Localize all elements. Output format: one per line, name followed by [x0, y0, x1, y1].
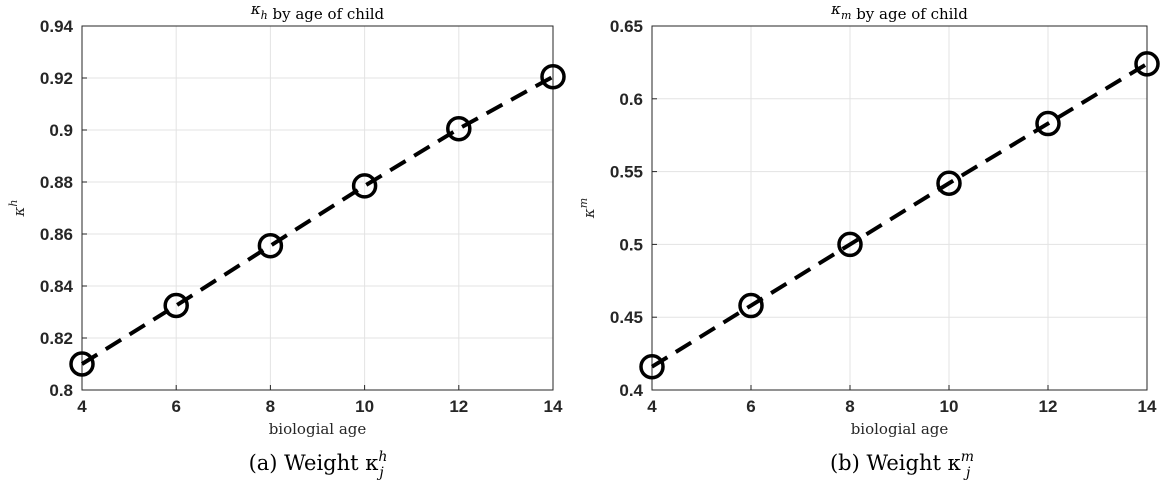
y-axis-label: κm — [577, 198, 598, 219]
x-tick-label: 6 — [746, 397, 755, 416]
chart-panel-a: 4 6 8 10 12 14 0.8 0.82 0.84 0.86 0.88 0.9 0.92 0.94 κ… — [7, 0, 566, 481]
data-point-marker — [446, 115, 472, 142]
data-point-marker — [1134, 51, 1160, 77]
chart-panel-b: 4 6 8 10 12 14 0.4 0.45 0.5 0.55 0.6 0.65 κm by age … — [577, 0, 1160, 481]
y-tick-label: 0.65 — [610, 17, 643, 36]
y-tick-label: 0.9 — [49, 121, 73, 140]
x-tick-label: 14 — [544, 397, 563, 416]
chart-title: κh by age of child — [250, 0, 385, 23]
y-tick-label: 0.82 — [40, 329, 73, 348]
y-tick-label: 0.88 — [40, 173, 73, 192]
y-tick-label: 0.86 — [40, 225, 73, 244]
x-tick-label: 8 — [266, 397, 275, 416]
x-tick-label: 10 — [940, 397, 959, 416]
y-tick-label: 0.94 — [40, 17, 74, 36]
chart-title: κm by age of child — [830, 0, 968, 23]
plot-frame — [651, 25, 1148, 391]
data-point-marker — [837, 231, 863, 258]
data-point-marker — [257, 232, 284, 259]
y-tick-label: 0.4 — [619, 381, 643, 400]
figure-caption: (a) Weight κh j — [249, 449, 388, 481]
y-tick-label: 0.45 — [610, 308, 643, 327]
x-tick-label: 6 — [171, 397, 180, 416]
data-point-marker — [639, 353, 665, 380]
series-line — [80, 74, 554, 366]
x-tick-label: 10 — [355, 397, 374, 416]
y-axis-label: κh — [7, 200, 28, 218]
data-point-marker — [69, 351, 95, 377]
plot-frame — [81, 25, 554, 391]
x-tick-label: 4 — [77, 397, 87, 416]
x-tick-label: 12 — [1039, 397, 1058, 416]
y-tick-label: 0.8 — [49, 381, 73, 400]
data-point-marker — [1035, 110, 1061, 137]
y-tick-label: 0.55 — [610, 163, 643, 182]
x-axis-label: biologial age — [269, 420, 367, 438]
data-point-marker — [163, 292, 189, 319]
y-tick-label: 0.92 — [40, 69, 73, 88]
data-point-marker — [936, 170, 962, 196]
series-line — [650, 62, 1149, 369]
y-tick-label: 0.84 — [40, 277, 74, 296]
y-tick-label: 0.6 — [619, 90, 643, 109]
y-tick-label: 0.5 — [619, 235, 643, 254]
data-point-marker — [351, 173, 378, 199]
figure-caption: (b) Weight κm j — [830, 449, 974, 481]
x-tick-label: 14 — [1138, 397, 1157, 416]
x-axis-label: biologial age — [851, 420, 949, 438]
x-tick-label: 4 — [647, 397, 657, 416]
data-point-marker — [540, 63, 566, 90]
x-tick-label: 12 — [449, 397, 468, 416]
x-tick-label: 8 — [845, 397, 854, 416]
data-point-marker — [738, 292, 764, 319]
